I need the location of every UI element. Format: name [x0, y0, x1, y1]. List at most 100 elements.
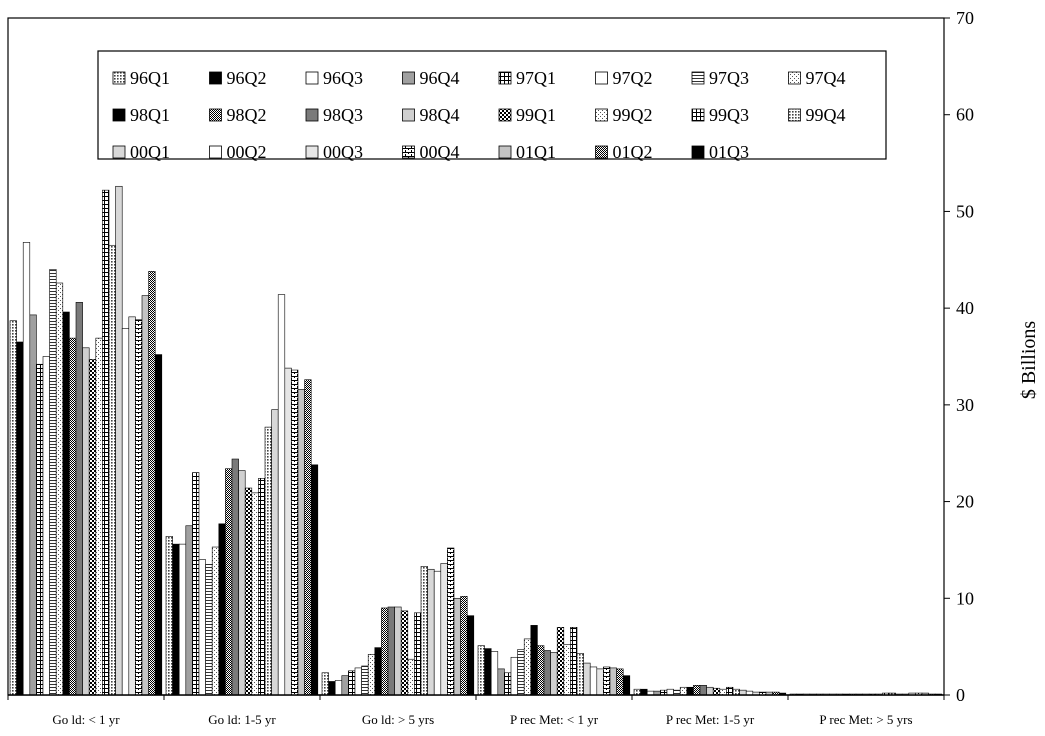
bar-01Q1-1: [297, 389, 305, 696]
bar-97Q2-2: [354, 667, 362, 696]
bar-97Q1-0: [36, 363, 44, 696]
bar-99Q3-1: [258, 478, 266, 696]
y-tick-label: 10: [956, 588, 974, 608]
bar-98Q4-0: [82, 347, 90, 696]
legend-entry: 00Q2: [227, 142, 267, 162]
bar-00Q2-2: [433, 570, 442, 696]
y-tick-label: 30: [956, 395, 974, 415]
legend-swatch: [209, 71, 222, 85]
y-tick-label: 60: [956, 105, 974, 125]
legend-entry: 96Q4: [420, 68, 460, 88]
bar-00Q4-3: [603, 666, 611, 696]
bar-96Q4-0: [29, 314, 37, 696]
bar-99Q1-1: [244, 487, 253, 696]
legend-entry: 97Q1: [516, 68, 556, 88]
bar-97Q1-1: [192, 472, 200, 696]
legend-swatch: [209, 145, 222, 159]
y-axis-label: $ Billions: [1018, 321, 1040, 400]
y-tick-label: 20: [956, 492, 974, 512]
legend-entry: 00Q1: [130, 142, 170, 162]
y-axis: 0 10 20 30 40 50 60 70: [944, 8, 974, 705]
legend-swatch: [112, 71, 126, 85]
legend-box: [97, 50, 887, 160]
y-tick-label: 40: [956, 298, 974, 318]
bar-97Q1-2: [348, 670, 356, 696]
bar-98Q3-1: [231, 458, 239, 696]
bar-96Q1-0: [9, 320, 17, 696]
bar-96Q1-3: [477, 645, 485, 696]
legend-entry: 00Q4: [420, 142, 460, 162]
legend-entry: 99Q3: [709, 105, 749, 125]
bar-99Q3-2: [414, 612, 422, 696]
bar-96Q4-1: [185, 525, 193, 696]
bar-99Q4-2: [420, 566, 428, 696]
bar-97Q4-0: [55, 282, 64, 696]
x-tick-label: P rec Met: > 5 yrs: [819, 712, 912, 727]
bar-98Q4-4: [706, 686, 714, 696]
bar-99Q1-0: [88, 359, 97, 696]
legend-swatch: [691, 145, 705, 159]
bar-97Q4-4: [679, 686, 688, 696]
legend-entry: 99Q2: [613, 105, 653, 125]
legend-entry: 99Q1: [516, 105, 556, 125]
y-tick-label: 0: [956, 685, 965, 705]
x-tick-label: Go ld: 1-5 yr: [208, 712, 276, 727]
bar-99Q2-1: [251, 492, 259, 696]
bar-01Q1-0: [141, 295, 149, 696]
bar-98Q3-3: [543, 650, 551, 696]
bar-99Q1-4: [712, 687, 721, 696]
bar-00Q3-0: [128, 316, 136, 696]
legend-swatch: [305, 108, 319, 122]
legend-entry: 97Q3: [709, 68, 749, 88]
x-ticks: [7, 695, 945, 700]
bar-00Q3-3: [596, 668, 604, 696]
bar-00Q2-1: [277, 294, 286, 696]
bar-97Q4-2: [367, 654, 376, 696]
bar-00Q4-2: [447, 547, 455, 696]
legend-swatch: [498, 108, 512, 122]
bar-98Q2-0: [69, 337, 77, 696]
legend-entry: 01Q2: [613, 142, 653, 162]
bar-99Q4-1: [264, 426, 272, 696]
legend-swatch: [112, 108, 126, 122]
bar-00Q3-2: [440, 563, 448, 696]
bar-98Q2-4: [693, 685, 701, 696]
bar-99Q2-3: [563, 644, 571, 696]
legend-entry: 98Q2: [227, 105, 267, 125]
legend-swatch: [595, 71, 608, 85]
bar-98Q3-4: [699, 685, 707, 696]
bar-97Q2-4: [666, 688, 674, 696]
bar-96Q3-3: [490, 651, 499, 696]
bar-99Q4-3: [576, 653, 584, 696]
bar-97Q3-0: [49, 269, 57, 696]
bar-99Q1-3: [556, 626, 565, 696]
bars: [9, 185, 943, 696]
bar-97Q3-1: [205, 564, 213, 696]
bar-01Q2-2: [460, 596, 468, 696]
bar-99Q2-0: [95, 337, 103, 696]
legend-entry: 99Q4: [806, 105, 846, 125]
legend-swatch: [305, 145, 319, 159]
legend-swatch: [402, 145, 415, 159]
bar-99Q3-0: [102, 189, 110, 696]
bar-96Q3-1: [178, 543, 187, 696]
x-tick-label: P rec Met: < 1 yr: [510, 712, 599, 727]
bar-97Q4-1: [211, 546, 220, 696]
bar-98Q4-3: [550, 652, 558, 696]
legend-swatch: [691, 108, 705, 122]
bar-00Q2-3: [589, 666, 598, 696]
bar-99Q3-4: [726, 686, 734, 696]
legend-entry: 98Q4: [420, 105, 460, 125]
bar-98Q1-1: [218, 523, 226, 696]
bar-97Q3-3: [517, 649, 525, 696]
bar-00Q1-2: [427, 568, 435, 696]
legend-swatch: [595, 108, 608, 122]
bar-98Q4-1: [238, 470, 246, 696]
bar-01Q2-0: [148, 271, 156, 696]
legend-items: 96Q1 96Q2 96Q3 96Q4 97Q1 97Q2 97Q3 97Q4 98Q1 98Q2…: [112, 68, 846, 162]
bar-97Q2-3: [510, 656, 518, 696]
y-tick-label: 70: [956, 8, 974, 28]
bar-96Q4-3: [497, 668, 505, 696]
x-tick-label: Go ld: > 5 yrs: [362, 712, 434, 727]
bar-96Q2-3: [484, 648, 492, 696]
